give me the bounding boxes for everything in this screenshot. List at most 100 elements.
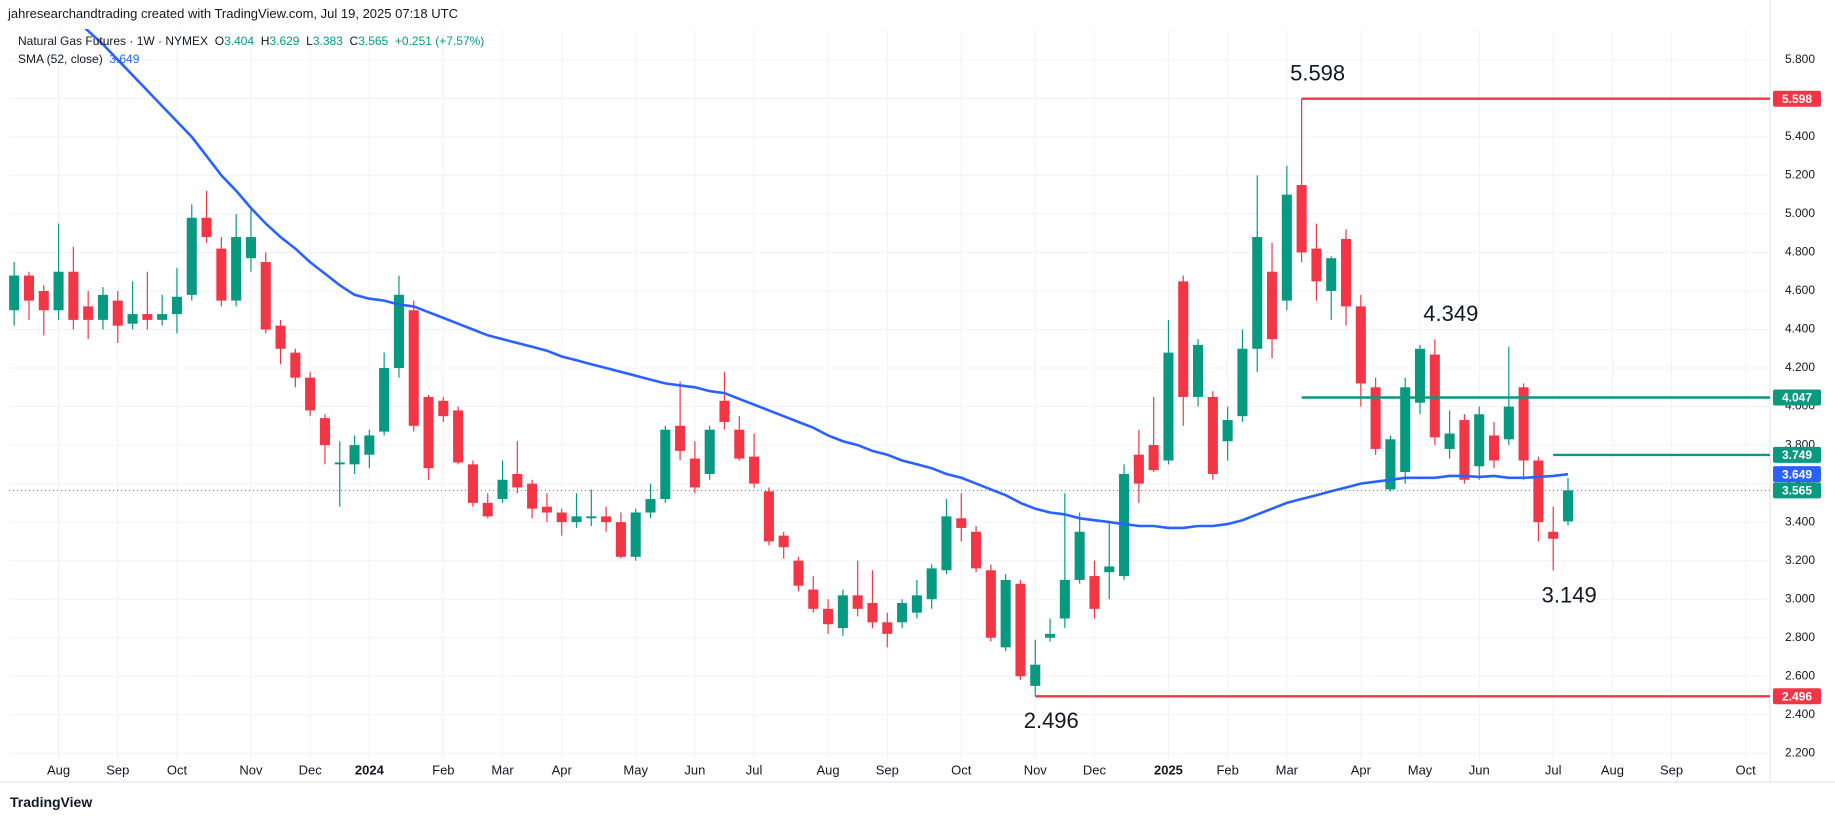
x-tick-label: Dec bbox=[1083, 762, 1107, 777]
candle-body bbox=[571, 516, 582, 523]
x-tick-label: Jun bbox=[684, 762, 705, 777]
ohlc-value: 3.404 bbox=[224, 34, 255, 48]
candle-body bbox=[1400, 387, 1411, 473]
candle-body bbox=[467, 464, 478, 503]
candle-body bbox=[1015, 583, 1026, 677]
candle-body bbox=[97, 294, 109, 320]
candle-body bbox=[1133, 454, 1144, 484]
candle-body bbox=[305, 377, 316, 411]
x-tick-label: Mar bbox=[1276, 762, 1299, 777]
candle-body bbox=[749, 456, 760, 484]
candle-body bbox=[38, 290, 49, 311]
candle-body bbox=[1370, 387, 1381, 449]
candle-body bbox=[1074, 531, 1085, 580]
candle-body bbox=[823, 608, 834, 625]
candle-body bbox=[1429, 354, 1440, 438]
candle-body bbox=[497, 479, 508, 500]
candle-body bbox=[763, 491, 774, 542]
candle-body bbox=[837, 595, 848, 629]
candle-body bbox=[1326, 258, 1337, 291]
x-tick-label: Aug bbox=[47, 762, 70, 777]
price-badge bbox=[1773, 688, 1821, 705]
x-tick-label: Oct bbox=[167, 762, 188, 777]
price-badge bbox=[1773, 90, 1821, 107]
y-tick-label: 5.200 bbox=[1785, 168, 1815, 182]
x-tick-label: Aug bbox=[817, 762, 840, 777]
candle-body bbox=[941, 516, 952, 571]
credit: jahresearchandtrading created with Tradi… bbox=[8, 6, 458, 21]
sma-value: 3.649 bbox=[109, 52, 140, 66]
ohlc-prefix: O bbox=[214, 34, 225, 48]
candle-body bbox=[719, 400, 730, 422]
candle-body bbox=[1488, 435, 1500, 461]
candle-body bbox=[364, 435, 375, 455]
price-badge-label: 5.598 bbox=[1782, 92, 1812, 106]
candle-body bbox=[482, 502, 493, 517]
candle-body bbox=[53, 271, 64, 311]
price-badge-label: 4.047 bbox=[1782, 391, 1812, 405]
candle-body bbox=[1340, 238, 1352, 307]
ohlc-prefix: H bbox=[260, 34, 270, 48]
ohlc-value: 3.383 bbox=[312, 34, 343, 48]
candle-body bbox=[112, 300, 123, 326]
symbol-title: Natural Gas Futures · 1W · NYMEX bbox=[18, 34, 209, 48]
candle-body bbox=[1207, 396, 1218, 474]
candle-body bbox=[171, 296, 182, 315]
y-tick-label: 2.800 bbox=[1785, 630, 1815, 644]
change: +0.251 (+7.57%) bbox=[394, 34, 485, 48]
candle-body bbox=[704, 429, 715, 474]
candle-body bbox=[956, 518, 967, 528]
candle-body bbox=[319, 418, 330, 446]
candle-body bbox=[393, 294, 404, 369]
candle-body bbox=[1104, 566, 1115, 573]
x-tick-label: Nov bbox=[239, 762, 263, 777]
candle-body bbox=[1059, 579, 1070, 619]
candle-body bbox=[1281, 194, 1292, 301]
candle-body bbox=[1030, 664, 1041, 686]
candle-body bbox=[512, 473, 523, 488]
candle-body bbox=[778, 535, 789, 548]
x-tick-label: Sep bbox=[1660, 762, 1683, 777]
y-tick-label: 3.000 bbox=[1785, 591, 1815, 605]
candle-body bbox=[897, 603, 908, 623]
candle-body bbox=[527, 483, 538, 509]
candle-body bbox=[1178, 281, 1189, 397]
candle-body bbox=[1000, 579, 1011, 648]
x-tick-label: Jul bbox=[1545, 762, 1562, 777]
candle-body bbox=[1163, 352, 1174, 461]
ohlc-prefix: L bbox=[306, 34, 313, 48]
candle-body bbox=[290, 352, 301, 378]
candle-body bbox=[1267, 271, 1278, 340]
x-tick-label: Nov bbox=[1024, 762, 1048, 777]
y-tick-label: 5.000 bbox=[1785, 206, 1815, 220]
x-tick-label: Oct bbox=[1735, 762, 1756, 777]
candle-body bbox=[808, 589, 819, 609]
candle-body bbox=[1518, 387, 1529, 461]
price-badge bbox=[1773, 482, 1821, 499]
ohlc-value: 3.629 bbox=[269, 34, 300, 48]
candle-body bbox=[586, 516, 597, 519]
candle-body bbox=[1045, 633, 1056, 638]
candle-body bbox=[245, 237, 256, 259]
candle-body bbox=[408, 310, 419, 426]
y-tick-label: 4.800 bbox=[1785, 245, 1815, 259]
logo: TradingView bbox=[10, 794, 92, 810]
candle-body bbox=[971, 531, 982, 569]
price-badge-label: 3.565 bbox=[1782, 484, 1812, 498]
candle-body bbox=[349, 445, 360, 465]
x-tick-label: May bbox=[1408, 762, 1433, 777]
x-tick-label: Jul bbox=[746, 762, 763, 777]
candle-body bbox=[660, 429, 671, 500]
candle-body bbox=[68, 271, 79, 320]
candle-body bbox=[675, 425, 686, 451]
y-tick-label: 4.200 bbox=[1785, 360, 1815, 374]
legend-sma: SMA (52, close) 3.649 bbox=[18, 52, 139, 66]
candle-body bbox=[556, 512, 567, 523]
price-badge bbox=[1773, 446, 1821, 463]
candle-body bbox=[793, 560, 804, 586]
x-tick-label: 2025 bbox=[1154, 762, 1183, 777]
x-tick-label: Jun bbox=[1469, 762, 1490, 777]
candle-body bbox=[1385, 439, 1396, 490]
logo-text: TradingView bbox=[10, 794, 93, 810]
